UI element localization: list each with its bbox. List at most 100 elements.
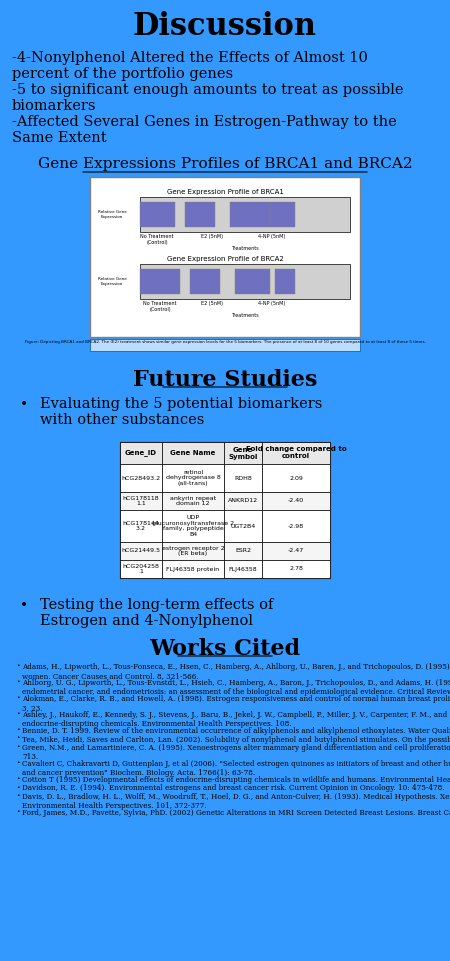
Bar [120,492,162,510]
Bar [162,442,224,464]
Bar [90,339,360,351]
Text: RDH8: RDH8 [234,476,252,480]
Text: FLJ46358 protein: FLJ46358 protein [166,566,220,572]
Bar [162,492,224,510]
Text: Discussion: Discussion [133,11,317,42]
Text: •: • [16,711,20,716]
Text: •: • [16,793,20,798]
Text: Adams, H., Lipworth, L., Tous-Fonseca, E., Hsen, C., Hamberg, A., Ahlborg, U., B: Adams, H., Lipworth, L., Tous-Fonseca, E… [22,663,450,680]
Bar [140,264,350,299]
Text: Tea, Mike, Heidi, Saves and Carlton, Lan. (2002). Solubility of nonylphenol and : Tea, Mike, Heidi, Saves and Carlton, Lan… [22,735,450,744]
Text: ESR2: ESR2 [235,549,251,554]
Text: Works Cited: Works Cited [149,638,301,660]
Text: •: • [16,663,20,668]
Text: •: • [20,397,28,411]
Text: •: • [16,760,20,765]
Text: Ashley, J., Haukoff, E., Kennedy, S. J., Stevens, J., Baru, B., Jekel, J. W., Ca: Ashley, J., Haukoff, E., Kennedy, S. J.,… [22,711,450,728]
Text: Gene Expression Profile of BRCA2: Gene Expression Profile of BRCA2 [166,256,284,262]
Bar [262,442,330,464]
Text: •: • [16,784,20,790]
Text: •: • [16,727,20,732]
Text: •: • [16,744,20,749]
Bar [262,560,330,578]
Text: 4-NP (5nM): 4-NP (5nM) [258,234,286,239]
Bar [262,492,330,510]
Text: ankyrin repeat
domain 12: ankyrin repeat domain 12 [170,496,216,506]
Text: Gene Expressions Profiles of BRCA1 and BRCA2: Gene Expressions Profiles of BRCA1 and B… [38,157,412,171]
Bar [90,177,360,337]
Bar [162,464,224,492]
Bar [224,464,262,492]
Text: •: • [16,776,20,781]
Text: Cavalieri C, Chakravarti D, Guttenplan J, et al (2006). "Selected estrogen quino: Cavalieri C, Chakravarti D, Guttenplan J… [22,760,450,777]
Text: hCG28493.2: hCG28493.2 [122,476,161,480]
Text: Ahlborg, U. G., Lipworth, L., Tous-Evnstdt, L., Hsieh, C., Hamberg, A., Baron, J: Ahlborg, U. G., Lipworth, L., Tous-Evnst… [22,679,450,696]
Text: •: • [16,735,20,741]
Bar [185,202,215,227]
Text: No Treatment
(Control): No Treatment (Control) [140,234,174,245]
Text: Testing the long-term effects of
Estrogen and 4-Nonylphenol: Testing the long-term effects of Estroge… [40,598,274,628]
Bar [262,542,330,560]
Bar [140,197,350,232]
Bar [270,202,295,227]
Bar [224,560,262,578]
Text: Green, N.M., and Lamartiniere, C. A. (1995). Xenoestrogens alter mammary gland d: Green, N.M., and Lamartiniere, C. A. (19… [22,744,450,761]
Text: Cotton T (1995) Developmental effects of endocrine-disrupting chemicals in wildl: Cotton T (1995) Developmental effects of… [22,776,450,784]
Bar [224,442,262,464]
Bar [120,542,162,560]
Text: •: • [16,809,20,814]
Bar [120,442,162,464]
Text: Figure: Depicting BRCA1 and BRCA2. The (E2) treatment shows similar gene express: Figure: Depicting BRCA1 and BRCA2. The (… [25,340,425,344]
Text: -2.98: -2.98 [288,524,304,529]
Text: -Affected Several Genes in Estrogen-Pathway to the
Same Extent: -Affected Several Genes in Estrogen-Path… [12,115,397,145]
Text: •: • [16,695,20,700]
Bar [162,560,224,578]
Text: Davis, D. L., Bradlow, H. L., Wolff, M., Woodruff, T., Hoel, D. G., and Anton-Cu: Davis, D. L., Bradlow, H. L., Wolff, M.,… [22,793,450,810]
Text: UDP
glucuronosyltransferase 2
family, polypeptide
B4: UDP glucuronosyltransferase 2 family, po… [152,515,234,537]
Bar [140,202,175,227]
Text: Treatments: Treatments [231,313,259,318]
Bar [224,492,262,510]
Text: Alokman, E., Clarke, R. B., and Howell, A. (1998). Estrogen responsiveness and c: Alokman, E., Clarke, R. B., and Howell, … [22,695,450,712]
Text: •: • [20,598,28,612]
Text: 4-NP (5nM): 4-NP (5nM) [258,301,286,306]
Bar [190,269,220,294]
Bar [162,542,224,560]
Text: Gene Name: Gene Name [170,450,216,456]
Text: E2 (5nM): E2 (5nM) [201,301,223,306]
Text: Bennie, D. T. 1999. Review of the environmental occurrence of alkylphenols and a: Bennie, D. T. 1999. Review of the enviro… [22,727,450,735]
Text: -4-Nonylphenol Altered the Effects of Almost 10
percent of the portfolio genes: -4-Nonylphenol Altered the Effects of Al… [12,51,368,81]
Text: •: • [16,679,20,684]
Bar [275,269,295,294]
Text: -2.40: -2.40 [288,499,304,504]
Text: hCG21449.5: hCG21449.5 [122,549,161,554]
Text: -5 to significant enough amounts to treat as possible
biomarkers: -5 to significant enough amounts to trea… [12,83,404,113]
Text: Gene
Symbol: Gene Symbol [228,447,258,459]
Text: Relative Gene
Expression: Relative Gene Expression [98,210,126,219]
Bar [140,269,180,294]
Text: 2.09: 2.09 [289,476,303,480]
Bar [262,464,330,492]
Text: FLJ46358: FLJ46358 [229,566,257,572]
Bar [224,542,262,560]
Text: -2.47: -2.47 [288,549,304,554]
Bar [235,269,270,294]
Text: Gene Expression Profile of BRCA1: Gene Expression Profile of BRCA1 [166,189,284,195]
Text: Davidson, R. E. (1994). Environmental estrogens and breast cancer risk. Current : Davidson, R. E. (1994). Environmental es… [22,784,445,793]
Bar [162,510,224,542]
Bar [120,464,162,492]
Text: No Treatment
(Control): No Treatment (Control) [143,301,177,311]
Text: Relative Gene
Expression: Relative Gene Expression [98,277,126,285]
Text: 2.78: 2.78 [289,566,303,572]
Bar [224,510,262,542]
Text: retinol
dehydrogenase 8
(all-trans): retinol dehydrogenase 8 (all-trans) [166,470,220,486]
Text: estrogen receptor 2
(ER beta): estrogen receptor 2 (ER beta) [162,546,224,556]
Text: UGT2B4: UGT2B4 [230,524,256,529]
Bar [262,510,330,542]
Text: Gene_ID: Gene_ID [125,450,157,456]
Text: Ford, James, M.D., Pavette, Sylvia, PhD. (2002) Genetic Alterations in MRI Scree: Ford, James, M.D., Pavette, Sylvia, PhD.… [22,809,450,817]
Text: Evaluating the 5 potential biomarkers
with other substances: Evaluating the 5 potential biomarkers wi… [40,397,322,428]
Text: Future Studies: Future Studies [133,369,317,391]
Bar [120,510,162,542]
Bar [120,442,330,578]
